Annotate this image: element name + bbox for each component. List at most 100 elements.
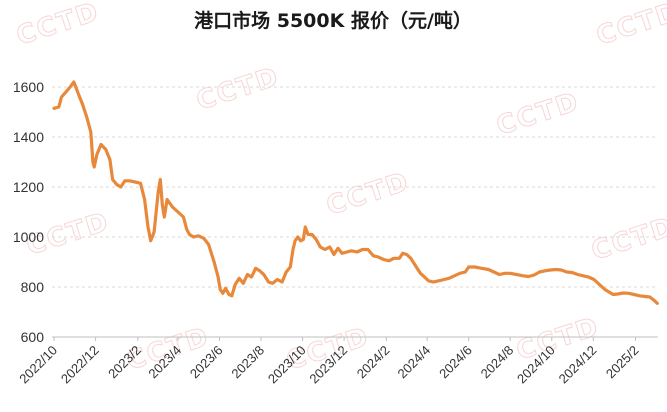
- data-point: [119, 185, 123, 189]
- gridlines: [52, 86, 658, 288]
- data-point: [224, 287, 227, 290]
- data-point: [108, 158, 112, 161]
- data-point: [405, 253, 408, 256]
- data-point: [306, 233, 310, 236]
- data-point: [622, 291, 625, 295]
- data-point: [467, 265, 470, 269]
- data-point: [93, 165, 96, 169]
- data-point: [398, 257, 401, 260]
- data-point: [419, 272, 422, 275]
- data-point: [276, 278, 279, 281]
- y-axis-ticks: 600 800 1000 1200 1400 1600: [13, 79, 44, 345]
- data-point: [128, 179, 131, 182]
- data-point: [423, 275, 426, 279]
- data-point: [216, 275, 220, 279]
- data-point: [571, 271, 574, 274]
- data-point: [527, 275, 530, 278]
- data-point: [648, 295, 651, 299]
- data-point: [361, 248, 364, 251]
- data-point: [143, 198, 146, 201]
- data-point: [437, 279, 440, 282]
- data-point: [192, 235, 195, 239]
- data-point: [60, 95, 63, 99]
- data-point: [409, 257, 412, 260]
- data-point: [250, 275, 253, 279]
- data-points: [52, 80, 659, 305]
- data-point: [123, 179, 127, 182]
- data-point: [458, 272, 462, 275]
- data-point: [81, 103, 84, 106]
- watermark-text: CCTD: [323, 167, 414, 222]
- data-point: [543, 269, 547, 272]
- data-point: [310, 233, 314, 236]
- y-tick-label: 1600: [13, 79, 44, 95]
- data-point: [372, 254, 375, 257]
- data-point: [267, 280, 270, 284]
- data-point: [185, 228, 188, 231]
- data-point: [554, 268, 558, 271]
- data-point: [382, 258, 385, 261]
- data-point: [643, 295, 647, 298]
- data-point: [592, 278, 596, 281]
- data-point: [293, 239, 297, 242]
- data-point: [315, 238, 318, 241]
- y-tick-label: 1200: [13, 179, 44, 195]
- data-point: [242, 282, 245, 285]
- data-point: [159, 178, 162, 181]
- data-point: [95, 153, 99, 156]
- watermark-text: CCTD: [493, 87, 584, 142]
- data-point: [280, 280, 284, 284]
- data-point: [345, 250, 348, 254]
- data-point: [139, 182, 142, 185]
- y-tick-label: 600: [21, 329, 45, 345]
- data-point: [165, 198, 169, 201]
- data-point: [176, 210, 180, 214]
- data-point: [302, 238, 305, 241]
- data-point: [91, 160, 95, 164]
- data-point: [188, 233, 191, 236]
- data-point: [289, 265, 292, 269]
- data-point: [633, 293, 636, 296]
- data-point: [432, 280, 435, 284]
- data-point: [77, 93, 80, 96]
- watermark-text: CCTD: [588, 212, 667, 267]
- data-point: [296, 235, 299, 239]
- data-point: [366, 248, 370, 251]
- x-tick-label: 2024/6: [436, 343, 475, 382]
- data-point: [227, 293, 231, 296]
- x-tick-label: 2022/10: [16, 343, 60, 387]
- data-point: [171, 205, 174, 209]
- data-point: [104, 148, 108, 151]
- data-point: [111, 178, 114, 181]
- data-point: [464, 270, 467, 274]
- data-point: [238, 277, 241, 280]
- data-point: [355, 250, 359, 254]
- data-point: [299, 239, 302, 242]
- y-tick-label: 1000: [13, 229, 44, 245]
- data-point: [146, 225, 150, 229]
- data-point: [161, 203, 164, 206]
- data-point: [453, 274, 456, 277]
- data-point: [653, 299, 656, 302]
- data-point: [57, 105, 60, 109]
- data-point: [415, 265, 418, 269]
- data-point: [538, 270, 541, 274]
- data-point: [576, 273, 579, 276]
- data-point: [492, 270, 496, 274]
- data-point: [212, 260, 216, 264]
- data-point: [377, 255, 380, 259]
- data-point: [221, 292, 225, 295]
- data-point: [427, 279, 430, 282]
- watermark-text: CCTD: [193, 62, 284, 117]
- watermark-text: CCTD: [593, 0, 667, 52]
- data-point: [262, 273, 265, 276]
- data-point: [52, 107, 56, 110]
- data-point: [336, 247, 340, 250]
- data-point: [230, 294, 233, 297]
- data-point: [254, 267, 257, 270]
- data-point: [74, 85, 78, 89]
- data-point: [69, 84, 73, 87]
- data-point: [99, 143, 103, 146]
